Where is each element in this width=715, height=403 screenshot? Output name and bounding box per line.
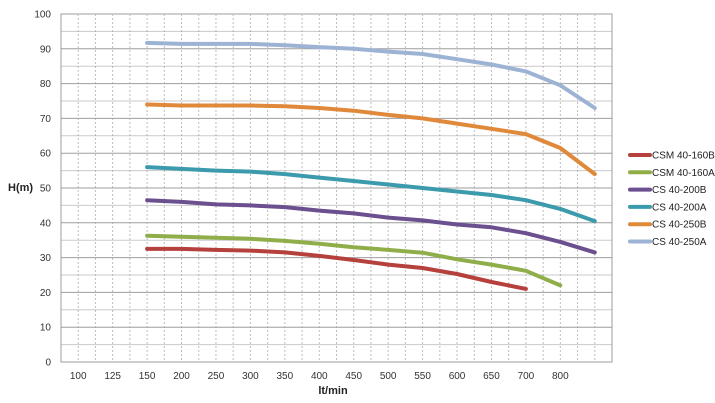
- y-tick-label: 90: [40, 44, 52, 55]
- x-tick-label: 150: [139, 371, 156, 382]
- x-axis-label: lt/min: [318, 385, 348, 397]
- y-tick-label: 50: [40, 184, 52, 195]
- y-tick-label: 30: [40, 253, 52, 264]
- x-tick-label: 800: [552, 371, 569, 382]
- x-tick-label: 350: [277, 371, 294, 382]
- y-tick-label: 100: [34, 10, 51, 21]
- series-line-cs-40-200b: [145, 198, 597, 255]
- series-line-cs-40-200a: [145, 165, 597, 224]
- x-tick-label: 650: [483, 371, 500, 382]
- series-lines: [145, 40, 597, 291]
- series-line-csm-40-160a: [145, 233, 563, 288]
- y-axis-ticks: 0 10 20 30 40 50 60 70 80 90 100: [34, 10, 51, 369]
- legend: CSM 40-160B CSM 40-160A CS 40-200B CS 40-20…: [628, 151, 715, 248]
- legend-label: CS 40-200A: [652, 202, 707, 213]
- y-tick-label: 40: [40, 218, 52, 229]
- y-tick-label: 0: [45, 358, 51, 369]
- x-tick-label: 100: [70, 371, 87, 382]
- x-axis-ticks: 100 125 150 200 250 300 350 400 450 500 550 600 650 7…: [70, 371, 569, 382]
- series-line-cs-40-250a: [145, 40, 597, 110]
- x-tick-label: 250: [208, 371, 225, 382]
- plot-grid: [60, 13, 613, 363]
- y-tick-label: 60: [40, 149, 52, 160]
- legend-label: CS 40-200B: [652, 185, 707, 196]
- legend-label: CS 40-250A: [652, 237, 707, 248]
- x-tick-label: 300: [242, 371, 259, 382]
- y-tick-label: 80: [40, 79, 52, 90]
- x-tick-label: 500: [380, 371, 397, 382]
- x-tick-label: 600: [449, 371, 466, 382]
- series-line-cs-40-250b: [145, 102, 597, 177]
- y-tick-label: 70: [40, 114, 52, 125]
- x-tick-label: 700: [518, 371, 535, 382]
- y-axis-label: H(m): [8, 182, 33, 194]
- legend-label: CSM 40-160A: [652, 168, 715, 179]
- y-tick-label: 10: [40, 323, 52, 334]
- x-tick-label: 125: [104, 371, 121, 382]
- x-tick-label: 200: [173, 371, 190, 382]
- legend-label: CS 40-250B: [652, 220, 707, 231]
- x-tick-label: 450: [345, 371, 362, 382]
- series-line-csm-40-160b: [145, 246, 528, 291]
- x-tick-label: 400: [311, 371, 328, 382]
- y-tick-label: 20: [40, 288, 52, 299]
- x-tick-label: 550: [414, 371, 431, 382]
- legend-label: CSM 40-160B: [652, 151, 715, 162]
